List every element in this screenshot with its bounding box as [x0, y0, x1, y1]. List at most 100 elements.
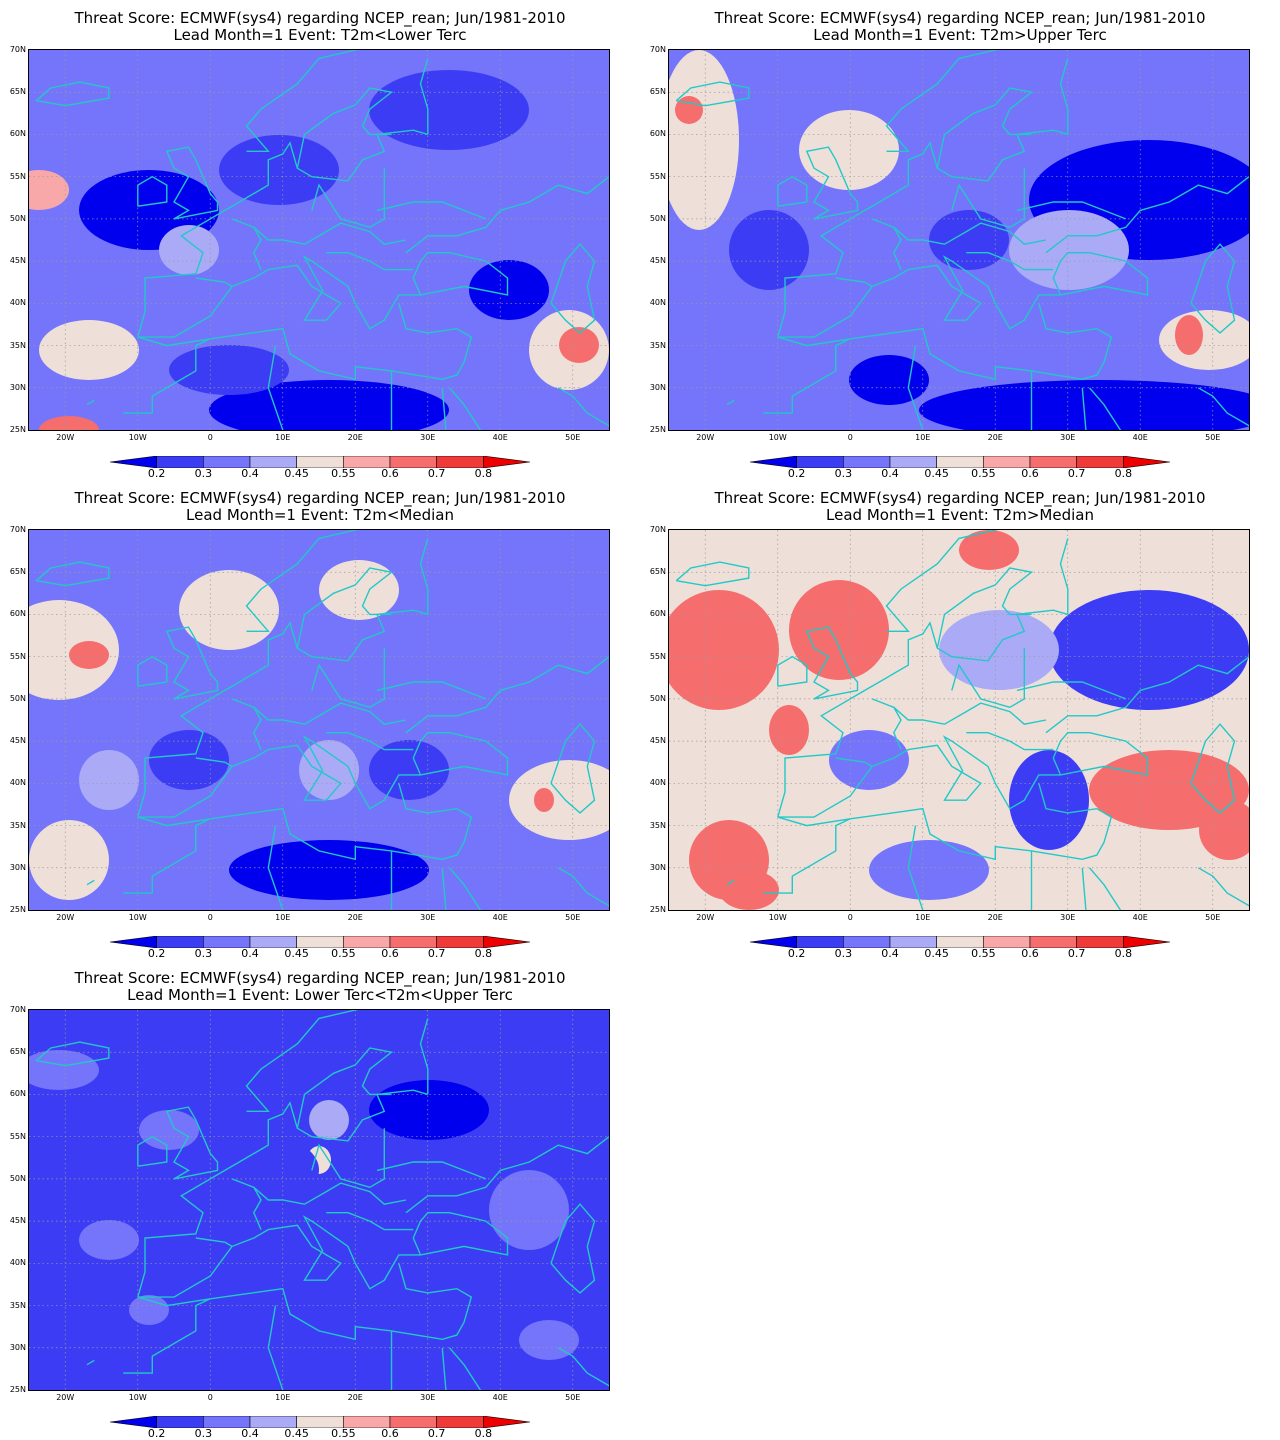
lat-label: 25N	[9, 905, 26, 914]
coastline	[376, 681, 487, 700]
colorbar-level-label: 0.45	[284, 947, 309, 960]
lon-label: 20W	[56, 1393, 75, 1402]
colorbar-level-label: 0.45	[284, 1427, 309, 1440]
colorbar-level-label: 0.8	[474, 947, 493, 960]
coastline	[267, 825, 284, 910]
panel-subtitle: Lead Month=1 Event: T2m>Median	[826, 506, 1094, 524]
coastline	[966, 731, 1054, 751]
lon-label: 20W	[696, 913, 715, 922]
score-region	[1009, 750, 1089, 850]
lon-label: 10E	[275, 913, 291, 922]
score-region	[469, 260, 549, 320]
score-region	[319, 560, 399, 620]
lat-label: 60N	[649, 129, 666, 139]
colorbar-level-label: 0.2	[787, 467, 806, 480]
coastline	[871, 218, 902, 270]
colorbar-arrow-high	[483, 936, 530, 948]
lat-label: 35N	[9, 820, 26, 830]
lat-label: 55N	[649, 171, 666, 181]
colorbar-level-label: 0.7	[427, 467, 446, 480]
score-region	[219, 135, 339, 205]
score-region	[39, 320, 139, 380]
score-region	[829, 730, 909, 790]
lat-label: 50N	[649, 693, 666, 703]
score-region	[369, 740, 449, 800]
lat-label: 40N	[649, 298, 666, 308]
coastline	[1045, 656, 1249, 734]
score-region	[849, 355, 929, 405]
lat-label: 25N	[9, 1385, 26, 1394]
coastline	[267, 1305, 284, 1390]
coastline	[165, 626, 219, 700]
score-region	[239, 1140, 319, 1200]
lon-label: 50E	[565, 1393, 581, 1402]
coastline	[165, 1106, 219, 1180]
coastline	[137, 655, 168, 687]
map-field	[669, 50, 1249, 430]
coastline	[137, 731, 509, 818]
colorbar-level-label: 0.7	[1067, 947, 1086, 960]
lon-label: 50E	[1205, 433, 1221, 442]
lat-label: 55N	[9, 171, 26, 181]
coastline	[296, 567, 394, 649]
lat-label: 55N	[649, 651, 666, 661]
score-region	[675, 96, 703, 124]
coastline	[763, 338, 851, 414]
coastline	[777, 129, 1068, 338]
lat-label: 50N	[9, 693, 26, 703]
lat-label: 35N	[649, 340, 666, 350]
coastline	[1088, 387, 1122, 430]
colorbar-level-label: 0.6	[1021, 467, 1039, 480]
lon-label: 50E	[1205, 913, 1221, 922]
coastline	[777, 609, 1068, 818]
colorbar	[110, 936, 530, 948]
coastline	[871, 698, 902, 750]
score-region	[39, 416, 99, 430]
coastline	[777, 655, 808, 687]
coastline	[1045, 176, 1249, 254]
colorbar-level-label: 0.2	[787, 947, 806, 960]
score-region	[799, 110, 899, 190]
coastline	[86, 879, 95, 886]
score-region	[179, 570, 279, 650]
score-region	[79, 1220, 139, 1260]
coastline	[550, 1203, 596, 1294]
coastline	[1197, 867, 1249, 907]
lat-label: 35N	[9, 1300, 26, 1310]
coastline	[311, 168, 385, 229]
coastline	[441, 387, 447, 430]
threat-score-map	[28, 529, 610, 911]
score-region	[129, 1295, 169, 1325]
colorbar	[110, 456, 530, 468]
score-region	[159, 225, 219, 275]
coastline	[1197, 387, 1249, 427]
coastline	[253, 222, 407, 245]
map-panel-middle-tercile: Threat Score: ECMWF(sys4) regarding NCEP…	[0, 960, 640, 1440]
colorbar-level-label: 0.8	[1114, 947, 1133, 960]
score-region	[559, 327, 599, 363]
score-region	[369, 1080, 489, 1140]
colorbar-level-label: 0.7	[427, 947, 446, 960]
lon-label: 30E	[1060, 433, 1076, 442]
lon-label: 10W	[128, 433, 147, 442]
lon-label: 40E	[492, 433, 508, 442]
score-region	[209, 380, 449, 430]
score-region	[139, 1110, 199, 1150]
colorbar-level-label: 0.7	[427, 1427, 446, 1440]
lon-label: 0	[847, 433, 853, 442]
score-region	[534, 788, 554, 812]
coastline	[936, 87, 1034, 169]
colorbar-arrow-high	[1123, 936, 1170, 948]
coastline	[441, 867, 447, 910]
threat-score-map	[28, 49, 610, 431]
coastline	[763, 818, 851, 894]
coastline	[805, 146, 859, 220]
lon-label: 0	[847, 913, 853, 922]
coastline	[326, 731, 414, 751]
coastline	[777, 251, 1149, 338]
lon-label: 10W	[128, 1393, 147, 1402]
colorbar-level-label: 0.7	[1067, 467, 1086, 480]
threat-score-map	[668, 49, 1250, 431]
score-region	[79, 750, 139, 810]
map-field	[669, 530, 1249, 910]
